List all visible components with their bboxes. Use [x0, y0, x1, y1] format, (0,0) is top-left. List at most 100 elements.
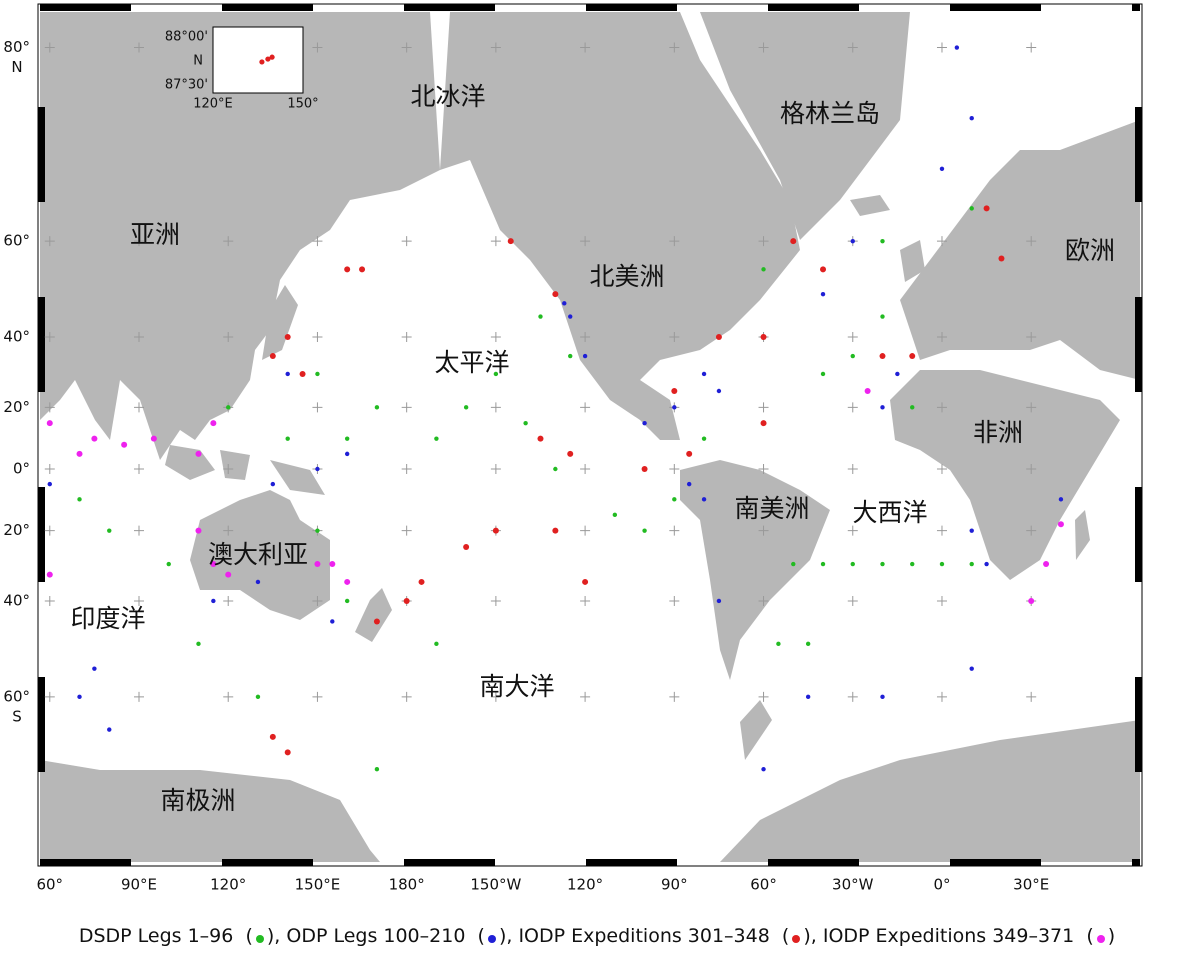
grid-cross [847, 525, 858, 536]
site [315, 371, 320, 377]
site [47, 481, 52, 487]
frame-bar [38, 677, 45, 772]
site [910, 561, 915, 567]
site [225, 571, 232, 578]
site [107, 727, 112, 732]
y-tick-label: 20° [3, 521, 30, 539]
frame-bar [1135, 677, 1142, 772]
frame-bar [1135, 107, 1142, 202]
site [46, 571, 53, 578]
site [969, 116, 974, 121]
site [552, 291, 559, 298]
site [374, 767, 380, 772]
grid-cross [134, 595, 144, 606]
grid-cross [490, 595, 501, 606]
site [805, 694, 811, 700]
grid-cross [312, 332, 323, 343]
grid-cross [490, 691, 501, 702]
legend-swatch [792, 935, 801, 943]
site [969, 666, 974, 671]
grid-cross [44, 402, 55, 413]
site [552, 527, 559, 534]
site [76, 450, 83, 457]
grid-cross [669, 464, 680, 474]
site [880, 561, 885, 567]
grid-cross [669, 332, 680, 343]
y-tick-label: 40° [3, 328, 30, 346]
site [196, 641, 201, 647]
grid-cross [44, 525, 55, 536]
site [612, 512, 618, 518]
site [523, 420, 528, 426]
grid-cross [669, 525, 680, 536]
site [969, 206, 974, 211]
x-tick-label: 150°W [470, 876, 521, 894]
site [582, 353, 588, 359]
region-label: 欧洲 [1065, 236, 1115, 265]
grid-cross [936, 464, 947, 474]
site [344, 266, 351, 273]
legend-label: ODP Legs 100–210 [286, 925, 466, 947]
site [285, 436, 290, 441]
frame [37, 3, 1143, 867]
y-tick-hemisphere: S [12, 707, 22, 725]
land [40, 12, 1140, 862]
site [344, 598, 350, 604]
site [969, 528, 974, 533]
site [211, 598, 216, 604]
grid-cross [580, 402, 591, 413]
y-tick-label: 40° [3, 591, 30, 609]
legend-punct: ), [803, 925, 817, 947]
legend-swatch [487, 935, 496, 943]
grid-cross [580, 464, 591, 474]
grid-cross [44, 332, 55, 343]
site [77, 694, 82, 700]
site [507, 238, 514, 245]
site [850, 561, 855, 567]
site [672, 497, 677, 502]
site [269, 353, 276, 360]
site [983, 205, 990, 212]
y-tick-label: 60° [3, 232, 30, 250]
site [537, 435, 544, 442]
site [642, 528, 647, 533]
y-tick-label: 60° [3, 687, 30, 705]
grid-cross [490, 402, 501, 413]
site [284, 749, 291, 756]
site [91, 435, 98, 442]
x-tick-label: 180° [389, 876, 425, 894]
grid-cross [1026, 464, 1037, 474]
grid-cross [580, 595, 591, 606]
grid-cross [758, 402, 769, 413]
frame-bar [768, 4, 859, 11]
site [344, 436, 350, 441]
site [270, 481, 276, 487]
site [880, 314, 885, 319]
site [761, 267, 766, 272]
grid-cross [758, 464, 769, 474]
frame-bar [38, 487, 45, 582]
grid-cross [312, 402, 323, 413]
grid-cross [1026, 525, 1037, 536]
site [641, 466, 648, 472]
grid-cross [223, 236, 234, 247]
y-tick-label: 20° [3, 398, 30, 416]
frame-bar [404, 859, 495, 866]
site [760, 334, 767, 341]
site [671, 387, 678, 394]
frame-bar [38, 297, 45, 392]
site [1028, 597, 1035, 604]
site [686, 450, 693, 457]
grid-cross [312, 236, 323, 247]
grid-cross [1026, 691, 1037, 702]
legend-punct: ) [1107, 925, 1116, 947]
inset-x-label: 120°E [193, 97, 233, 112]
site [285, 371, 290, 377]
grid-cross [134, 42, 144, 53]
site [255, 579, 261, 585]
frame-bar [950, 859, 1041, 866]
site [568, 314, 573, 319]
site [909, 353, 916, 360]
site [820, 561, 826, 567]
grid-cross [401, 42, 412, 53]
